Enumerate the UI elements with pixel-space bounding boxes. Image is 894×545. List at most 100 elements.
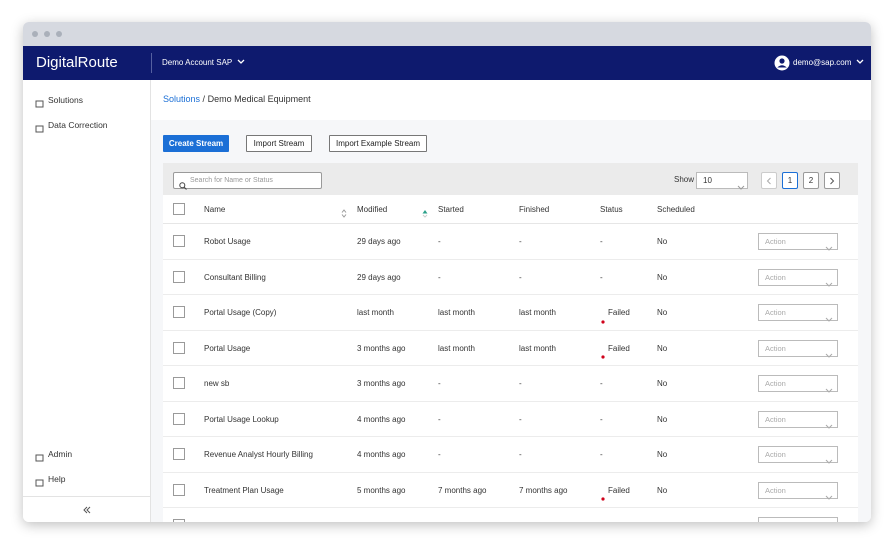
checkbox[interactable] [173, 341, 185, 354]
chevron-shape [737, 185, 745, 190]
account-name: Demo Account SAP [162, 58, 233, 67]
window-dots [32, 31, 62, 37]
cell: 3 months ago [357, 343, 406, 353]
table-header: Name Modified Started Finished Status Schedul… [163, 195, 858, 224]
sort-icon-shape [341, 209, 347, 218]
nav-item[interactable]: Help [48, 474, 66, 484]
chevron [237, 59, 245, 64]
chevron-shape [825, 424, 833, 429]
nav-item[interactable]: Admin [48, 449, 73, 459]
table-row: Robot Usage 29 days ago - - - No Action [163, 224, 858, 260]
checkbox[interactable] [173, 519, 185, 522]
cell: - [519, 414, 522, 424]
cell[interactable]: Robot Usage [204, 237, 251, 246]
breadcrumb-link[interactable]: Solutions [163, 94, 201, 104]
status-dot-shape [601, 355, 605, 359]
checkbox[interactable] [173, 306, 185, 318]
cell: No [657, 272, 668, 282]
user-icon [774, 55, 790, 71]
cell[interactable]: Portal Usage [204, 343, 251, 353]
nav-icon-shape [35, 454, 44, 462]
checkbox[interactable] [173, 412, 185, 425]
cell: - [519, 450, 522, 459]
cell: No [657, 237, 668, 246]
action-select[interactable]: Action [758, 339, 838, 358]
checkbox[interactable] [173, 448, 185, 460]
table-row: Consultant Billing 29 days ago - - - No Action [163, 260, 858, 295]
cell: No [657, 343, 668, 353]
cell: 3 months ago [357, 379, 406, 388]
breadcrumb-current: Demo Medical Equipment [207, 94, 311, 104]
column-header: Status [600, 205, 623, 214]
action-placeholder: Action [765, 485, 786, 495]
cell: - [600, 414, 603, 424]
search-placeholder: Search for Name or Status [190, 177, 273, 184]
cell: last month [519, 308, 556, 317]
toolbar: Search for Name or Status Show 10 1 2 [163, 163, 858, 195]
column-header[interactable]: Name [204, 205, 226, 214]
account-menu[interactable]: Demo Account SAP [162, 58, 245, 68]
action-select[interactable]: Action [758, 446, 838, 464]
cell: - [600, 450, 603, 459]
chevron [825, 417, 833, 435]
cell: - [438, 414, 441, 424]
chevron [825, 275, 833, 293]
checkbox[interactable] [173, 377, 185, 389]
sort-icon-shape [422, 210, 428, 218]
nav-item[interactable]: Data Correction [48, 120, 108, 130]
cell[interactable]: new sb [204, 379, 230, 388]
action-select[interactable]: Action [758, 304, 838, 322]
chevron-shape [825, 459, 833, 464]
cell: - [600, 272, 603, 282]
action-select[interactable]: Action [758, 375, 838, 393]
show-label: Show [674, 175, 695, 184]
cell: No [657, 308, 668, 317]
column-header[interactable]: Modified [357, 205, 388, 214]
checkbox[interactable] [173, 270, 185, 283]
action-select[interactable]: Action [758, 410, 838, 429]
sidebar: Solutions Data Correction Admin Help [23, 80, 151, 522]
page-size-select[interactable]: 10 [696, 172, 748, 190]
page-size: 10 [703, 176, 712, 185]
cell: - [438, 272, 441, 282]
search-icon-shape [179, 182, 187, 190]
action-select[interactable]: Action [758, 268, 838, 287]
title-bar [23, 22, 871, 46]
checkbox[interactable] [173, 203, 185, 215]
button[interactable]: Create Stream [163, 135, 229, 152]
search-box[interactable]: Search for Name or Status [173, 172, 322, 190]
cell[interactable]: Revenue Analyst Hourly Billing [204, 450, 313, 459]
next-page[interactable] [824, 172, 840, 189]
column-header: Started [438, 205, 464, 214]
action-placeholder: Action [765, 343, 786, 353]
nav-item[interactable]: Solutions [48, 95, 83, 105]
page-button[interactable]: 2 [803, 172, 819, 189]
page-button[interactable]: 1 [782, 172, 798, 189]
cell[interactable]: Portal Usage Lookup [204, 414, 279, 424]
cell: Failed [608, 485, 630, 495]
action-placeholder: Action [765, 237, 786, 246]
action-select[interactable]: Action [758, 481, 838, 500]
cell[interactable]: Portal Usage (Copy) [204, 308, 277, 317]
checkbox[interactable] [173, 483, 185, 496]
cell[interactable]: Treatment Plan Usage [204, 485, 284, 495]
chevron [825, 488, 833, 506]
button[interactable]: Import Stream [246, 135, 312, 152]
action-placeholder: Action [765, 414, 786, 424]
action-placeholder: Action [765, 272, 786, 282]
cell[interactable]: Consultant Billing [204, 272, 266, 282]
brand[interactable]: DigitalRoute [36, 54, 118, 71]
cell: No [657, 450, 668, 459]
button[interactable]: Import Example Stream [329, 135, 427, 152]
checkbox[interactable] [173, 235, 185, 247]
prev-page[interactable] [761, 172, 777, 189]
user-email: demo@sap.com [793, 58, 852, 67]
nav-icon-shape [35, 479, 44, 487]
collapse-button[interactable] [82, 505, 92, 515]
action-select[interactable] [758, 517, 838, 522]
action-select[interactable]: Action [758, 233, 838, 251]
user-menu[interactable]: demo@sap.com [793, 58, 864, 68]
cell: Failed [608, 308, 630, 317]
arrow [766, 177, 771, 184]
cell: last month [357, 308, 394, 317]
